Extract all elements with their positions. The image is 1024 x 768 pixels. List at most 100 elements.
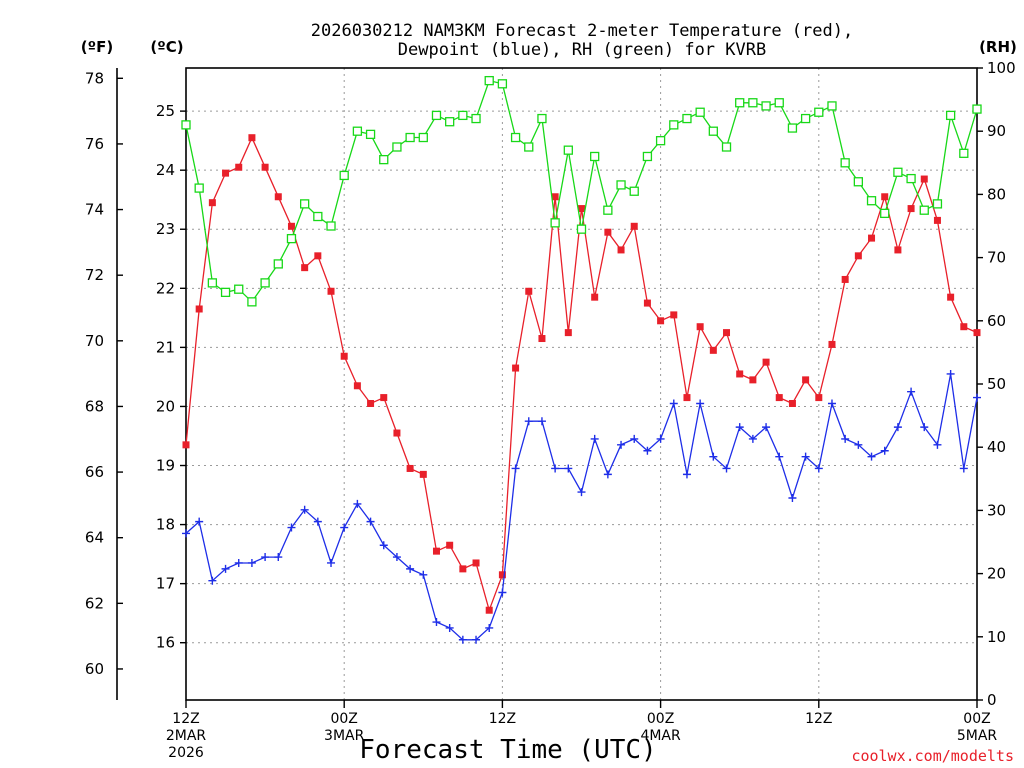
series-dewpoint	[182, 369, 981, 644]
point-dewpoint	[511, 464, 520, 473]
time-tick-label: 2MAR	[166, 728, 207, 744]
point-dewpoint	[406, 564, 415, 573]
point-rh	[827, 101, 837, 111]
point-rh	[510, 132, 521, 143]
point-dewpoint	[841, 434, 850, 443]
point-temperature	[947, 293, 955, 301]
point-dewpoint	[762, 423, 771, 432]
point-rh	[405, 132, 415, 143]
point-dewpoint	[208, 576, 217, 585]
point-rh	[932, 199, 943, 209]
point-temperature	[235, 163, 243, 171]
point-dewpoint	[274, 553, 283, 562]
point-rh	[365, 129, 376, 140]
point-rh	[669, 120, 679, 130]
point-temperature	[222, 169, 230, 177]
point-temperature	[498, 571, 506, 579]
point-temperature	[643, 299, 651, 307]
time-tick-label: 12Z	[172, 711, 199, 727]
point-dewpoint	[524, 417, 533, 426]
point-dewpoint	[392, 553, 401, 562]
fahrenheit-tick-label: 72	[85, 266, 104, 284]
fahrenheit-tick-label: 68	[85, 397, 104, 415]
point-dewpoint	[696, 399, 705, 408]
point-temperature	[340, 352, 348, 360]
point-rh	[392, 142, 402, 152]
point-rh	[299, 199, 310, 209]
point-rh	[814, 107, 824, 117]
fahrenheit-tick-label: 76	[85, 135, 104, 153]
rh-tick-label: 60	[987, 312, 1006, 330]
chart-title-line-1: 2026030212 NAM3KM Forecast 2-meter Tempe…	[311, 21, 853, 41]
point-rh	[906, 173, 916, 184]
point-dewpoint	[722, 464, 731, 473]
rh-tick-label: 20	[987, 565, 1006, 583]
point-dewpoint	[195, 517, 204, 526]
point-dewpoint	[973, 393, 981, 402]
rh-axis: 0 10 20 30 40 50 60 70 80 90 100	[977, 59, 1016, 709]
celsius-tick-label: 24	[156, 161, 175, 179]
point-rh	[748, 98, 758, 108]
point-rh	[695, 107, 705, 117]
rh-tick-label: 10	[987, 628, 1006, 646]
point-rh	[655, 136, 666, 146]
point-temperature	[960, 323, 968, 331]
point-rh	[800, 113, 811, 124]
fahrenheit-tick-label: 78	[85, 69, 104, 87]
point-rh	[550, 218, 560, 228]
point-temperature	[617, 246, 625, 254]
point-temperature	[749, 376, 757, 384]
point-dewpoint	[933, 440, 942, 449]
time-tick-label: 2026	[168, 745, 204, 761]
point-dewpoint	[287, 523, 296, 532]
point-dewpoint	[643, 446, 652, 455]
point-rh	[972, 104, 982, 114]
point-rh	[616, 180, 626, 190]
point-temperature	[525, 287, 533, 295]
plot-frame	[185, 67, 978, 701]
point-dewpoint	[788, 493, 797, 502]
point-dewpoint	[379, 541, 388, 550]
point-dewpoint	[472, 635, 481, 644]
point-dewpoint	[419, 570, 428, 579]
point-dewpoint	[630, 434, 639, 443]
rh-tick-label: 90	[987, 122, 1006, 140]
time-tick-label: 5MAR	[957, 728, 998, 744]
point-dewpoint	[735, 423, 744, 432]
point-rh	[682, 113, 692, 124]
point-temperature	[393, 429, 401, 437]
point-temperature	[301, 264, 309, 272]
rh-tick-label: 70	[987, 249, 1006, 267]
time-tick-label: 00Z	[647, 711, 674, 727]
point-dewpoint	[907, 387, 916, 396]
series-temperature	[182, 134, 981, 614]
point-temperature	[446, 541, 454, 549]
point-rh	[326, 221, 336, 231]
point-dewpoint	[445, 623, 454, 632]
point-rh	[537, 113, 547, 124]
celsius-tick-label: 21	[156, 338, 175, 356]
grid-lines	[186, 68, 977, 700]
point-rh	[774, 98, 784, 108]
point-rh	[919, 205, 929, 215]
point-rh	[880, 208, 890, 219]
point-temperature	[564, 329, 572, 337]
rh-tick-label: 50	[987, 375, 1006, 393]
point-dewpoint	[234, 558, 243, 567]
series-rh	[181, 75, 982, 307]
point-rh	[207, 278, 218, 288]
point-rh	[458, 110, 468, 121]
point-temperature	[920, 175, 928, 183]
point-temperature	[736, 370, 744, 378]
point-temperature	[472, 559, 480, 567]
point-dewpoint	[366, 517, 375, 526]
point-dewpoint	[340, 523, 349, 532]
point-temperature	[512, 364, 520, 372]
series-layer	[181, 75, 982, 644]
point-dewpoint	[221, 564, 230, 573]
point-dewpoint	[893, 423, 902, 432]
point-dewpoint	[261, 553, 270, 562]
point-dewpoint	[458, 635, 467, 644]
point-temperature	[696, 323, 704, 331]
